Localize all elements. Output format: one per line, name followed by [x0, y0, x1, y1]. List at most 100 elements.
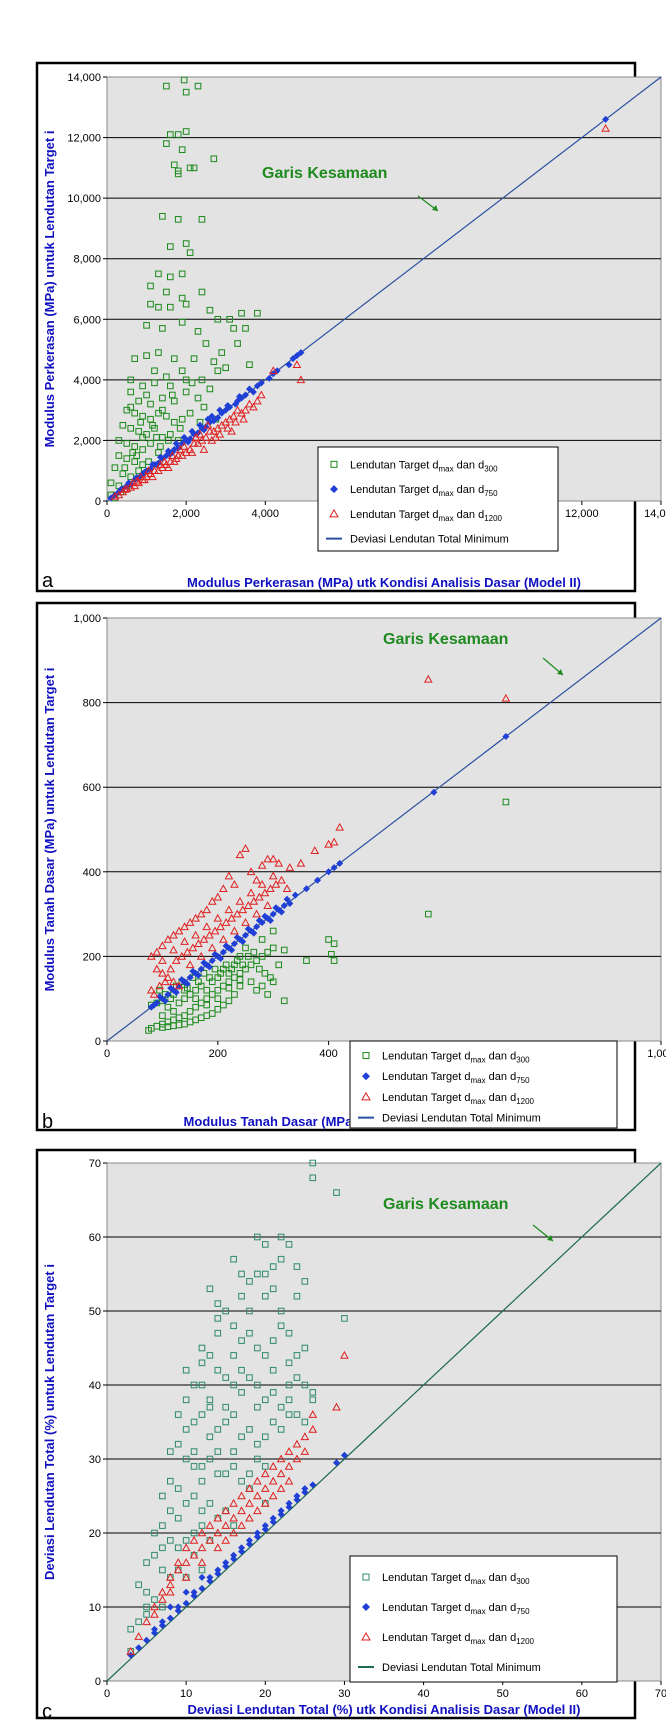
series-3	[126, 1350, 349, 1655]
data-point-triangle	[169, 930, 178, 939]
x-tick-label: 1,000	[647, 1048, 666, 1060]
data-point-diamond	[285, 1503, 293, 1511]
data-point-square	[155, 270, 162, 278]
data-point-square	[159, 1603, 166, 1611]
data-point-square	[174, 1485, 182, 1492]
data-point-square	[182, 88, 190, 96]
data-point-square	[190, 1448, 198, 1455]
data-point-triangle	[284, 1476, 294, 1485]
data-point-square	[341, 1315, 348, 1322]
data-point-diamond	[166, 1603, 174, 1611]
data-point-square	[198, 1463, 206, 1470]
data-point-triangle	[173, 1558, 183, 1566]
data-point-triangle	[120, 484, 130, 493]
data-point-square	[246, 1329, 253, 1337]
data-point-triangle	[181, 1572, 191, 1581]
data-point-square	[180, 76, 188, 84]
data-point-triangle	[213, 913, 223, 922]
data-point-triangle	[282, 884, 292, 893]
data-point-diamond	[190, 1592, 198, 1600]
y-tick-label: 2,000	[73, 435, 101, 447]
data-point-square	[222, 1418, 230, 1426]
data-point-square	[200, 403, 208, 411]
series-2	[147, 732, 510, 1011]
data-point-diamond	[280, 902, 288, 910]
legend-marker-diamond	[362, 1603, 370, 1611]
data-point-square	[143, 391, 150, 399]
data-point-square	[264, 991, 271, 998]
data-point-triangle	[274, 858, 284, 867]
legend-label-mid: dan d	[454, 509, 485, 521]
data-point-triangle	[163, 463, 173, 471]
data-point-triangle	[266, 884, 275, 893]
series-1	[107, 76, 261, 502]
legend-label-sub: 300	[516, 1577, 530, 1586]
data-point-triangle	[165, 1580, 175, 1589]
data-point-diamond	[186, 974, 194, 982]
data-point-diamond	[150, 1629, 158, 1637]
data-point-triangle	[229, 1498, 238, 1507]
data-point-triangle	[158, 1595, 167, 1603]
data-point-triangle	[207, 896, 217, 905]
data-point-diamond	[283, 895, 291, 903]
data-point-square	[192, 995, 199, 1003]
data-point-square	[151, 1551, 158, 1559]
data-point-triangle	[163, 934, 173, 943]
data-point-diamond	[333, 1459, 341, 1467]
data-point-square	[261, 1241, 269, 1248]
y-tick-label: 800	[83, 698, 101, 710]
data-point-square	[190, 164, 198, 172]
data-point-square	[198, 1344, 206, 1352]
data-point-square	[254, 1344, 261, 1352]
data-point-diamond	[214, 1570, 222, 1578]
legend-marker-triangle	[361, 1631, 371, 1641]
data-point-triangle	[197, 1528, 207, 1537]
data-point-square	[127, 473, 135, 481]
data-point-triangle	[246, 888, 256, 897]
data-point-triangle	[126, 1646, 136, 1655]
data-point-triangle	[189, 1550, 199, 1559]
data-point-diamond	[189, 967, 197, 975]
data-point-triangle	[260, 1469, 270, 1478]
data-point-triangle	[237, 1521, 246, 1529]
data-point-diamond	[222, 942, 230, 950]
data-point-triangle	[202, 922, 212, 931]
legend-label-mid: dan d	[454, 459, 485, 471]
data-point-square	[123, 455, 131, 462]
data-point-triangle	[241, 918, 250, 926]
data-point-triangle	[329, 837, 339, 846]
data-point-triangle	[257, 860, 267, 869]
data-point-square	[182, 388, 190, 396]
data-point-square	[178, 270, 186, 278]
data-point-square	[236, 976, 244, 983]
data-point-square	[222, 1403, 230, 1411]
data-point-square	[246, 1307, 253, 1315]
data-point-triangle	[235, 896, 245, 905]
data-point-diamond	[150, 1001, 158, 1009]
data-point-triangle	[308, 1424, 318, 1433]
y-tick-label: 200	[83, 951, 101, 963]
data-point-diamond	[164, 990, 172, 998]
data-point-triangle	[263, 854, 273, 863]
legend-label-sub: 750	[516, 1076, 530, 1085]
data-point-square	[236, 953, 244, 960]
data-point-diamond	[149, 461, 157, 469]
data-point-square	[186, 164, 194, 172]
data-point-square	[214, 974, 222, 981]
data-point-square	[206, 1403, 214, 1411]
data-point-square	[236, 982, 244, 990]
data-point-square	[151, 1529, 158, 1537]
data-point-square	[159, 325, 166, 332]
legend-label-sub: max	[470, 1637, 485, 1646]
data-point-square	[277, 1233, 285, 1241]
data-point-square	[230, 1322, 237, 1330]
data-point-square	[127, 403, 135, 411]
data-point-triangle	[197, 1543, 207, 1552]
data-point-square	[230, 1463, 237, 1470]
data-point-triangle	[268, 871, 278, 880]
data-point-diamond	[224, 402, 232, 410]
data-point-square	[285, 1359, 293, 1367]
legend-marker-square	[362, 1573, 370, 1581]
